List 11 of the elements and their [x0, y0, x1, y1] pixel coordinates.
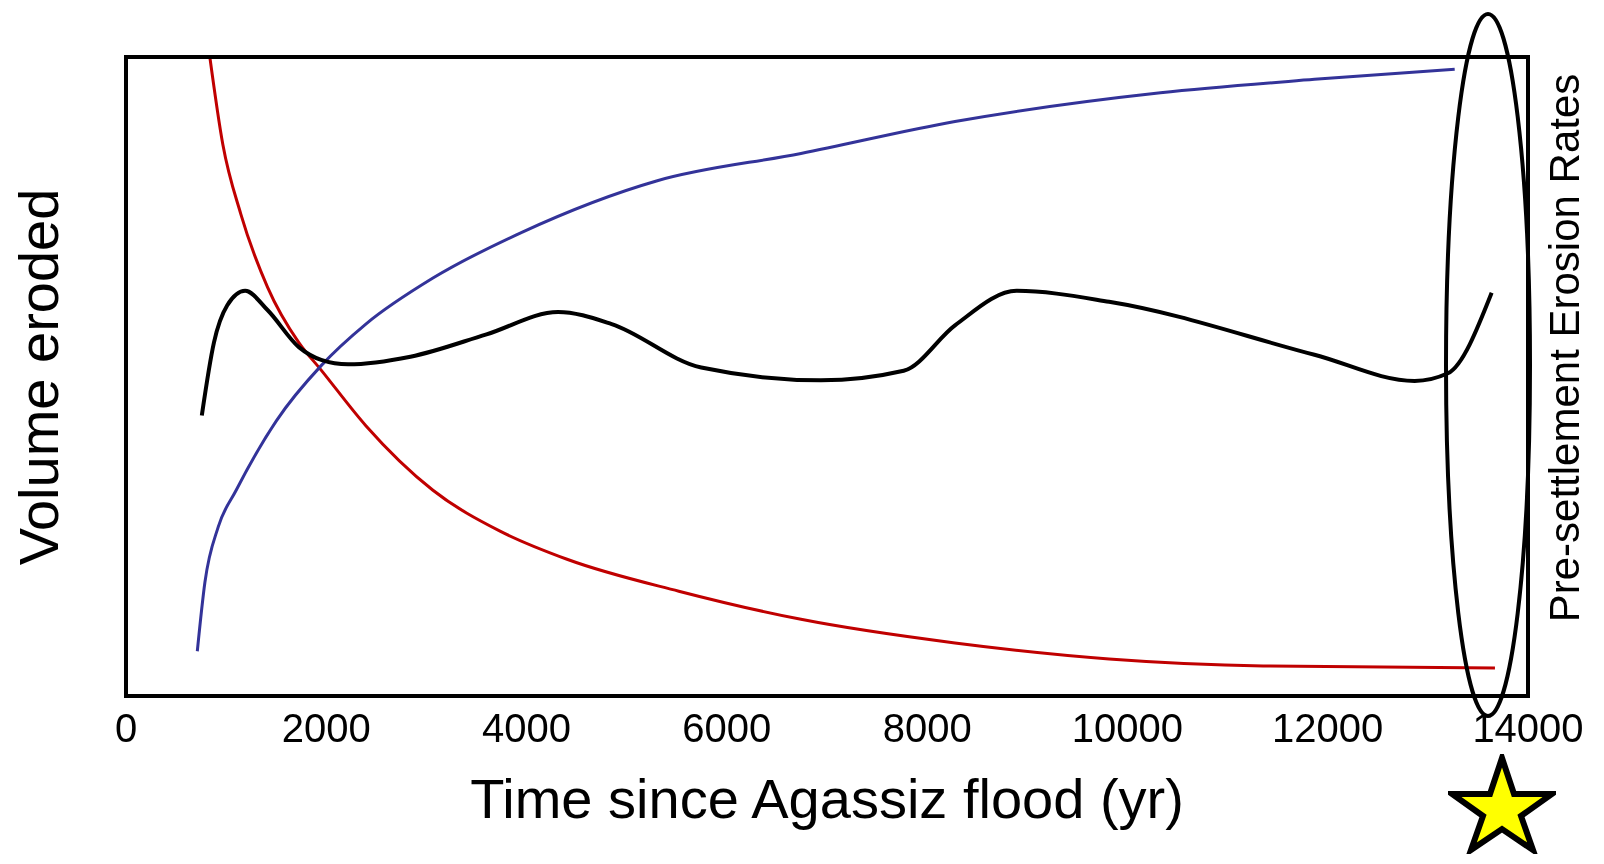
x-tick-label: 0 [114, 706, 138, 751]
y-axis-title: Volume eroded [7, 188, 71, 565]
x-tick-label: 8000 [882, 706, 972, 751]
x-tick-label: 14000 [1472, 706, 1584, 751]
x-tick-label: 10000 [1071, 706, 1184, 751]
x-axis-title: Time since Agassiz flood (yr) [469, 766, 1185, 832]
x-tick-label: 4000 [482, 706, 572, 751]
x-tick-label: 2000 [281, 706, 371, 751]
text: Pre-settlement Erosion Rates [1541, 73, 1589, 623]
x-tick-label: 12000 [1272, 706, 1384, 751]
x-tick-label: 6000 [682, 706, 772, 751]
